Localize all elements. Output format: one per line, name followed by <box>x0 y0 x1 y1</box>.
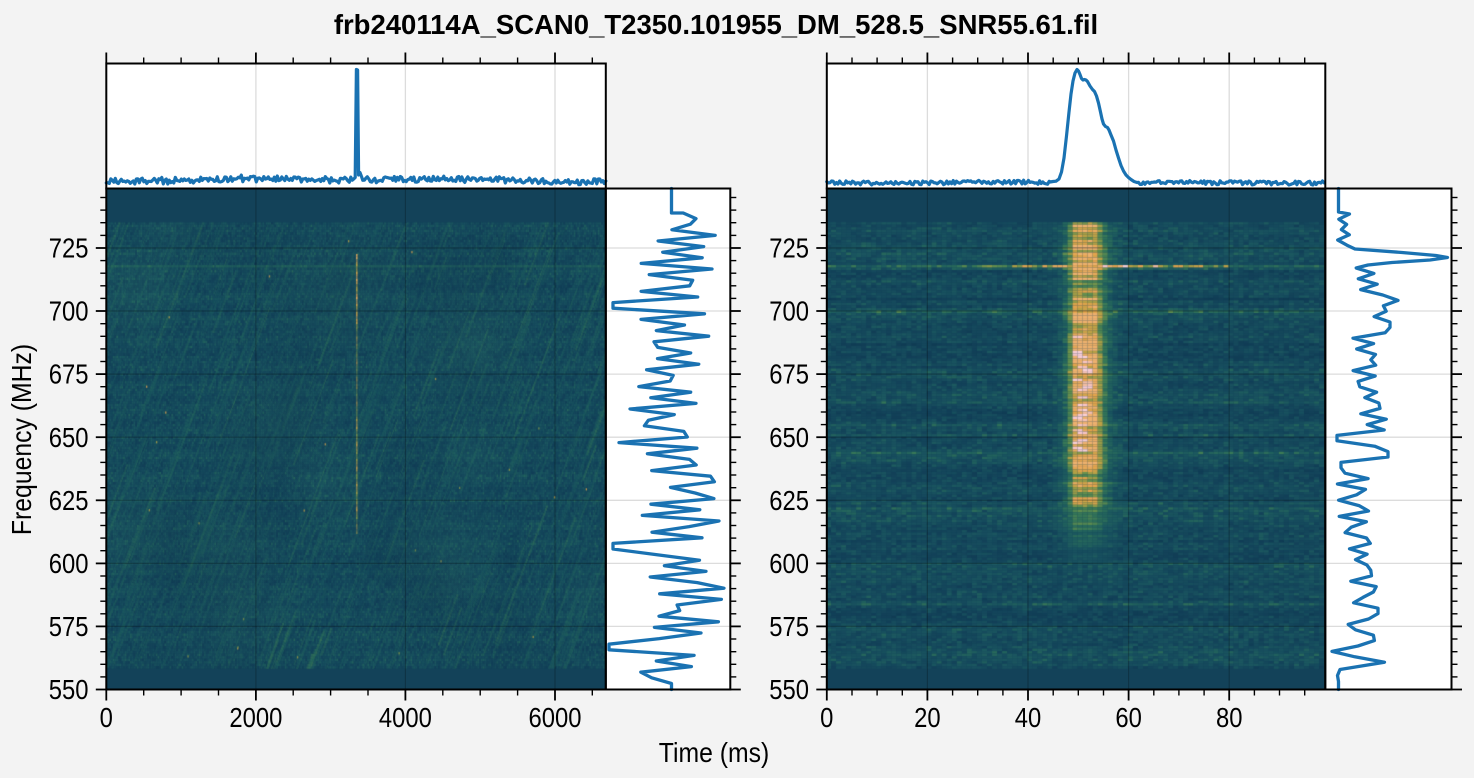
svg-text:550: 550 <box>769 676 809 706</box>
svg-text:frb240114A_SCAN0_T2350.101955_: frb240114A_SCAN0_T2350.101955_DM_528.5_S… <box>334 9 1098 40</box>
svg-text:0: 0 <box>100 703 113 733</box>
svg-text:Time (ms): Time (ms) <box>659 737 769 769</box>
svg-text:650: 650 <box>49 423 89 453</box>
svg-text:675: 675 <box>49 360 89 390</box>
svg-text:625: 625 <box>49 486 89 516</box>
svg-text:4000: 4000 <box>379 703 432 733</box>
svg-text:700: 700 <box>49 297 89 327</box>
svg-text:700: 700 <box>769 297 809 327</box>
svg-text:650: 650 <box>769 423 809 453</box>
svg-text:600: 600 <box>769 549 809 579</box>
svg-text:6000: 6000 <box>529 703 582 733</box>
svg-text:80: 80 <box>1216 703 1242 733</box>
svg-text:725: 725 <box>49 234 89 264</box>
svg-text:625: 625 <box>769 486 809 516</box>
svg-text:20: 20 <box>914 703 940 733</box>
svg-text:575: 575 <box>769 612 809 642</box>
svg-text:2000: 2000 <box>229 703 282 733</box>
svg-text:725: 725 <box>769 234 809 264</box>
svg-text:0: 0 <box>820 703 833 733</box>
svg-text:600: 600 <box>49 549 89 579</box>
svg-text:575: 575 <box>49 612 89 642</box>
svg-text:40: 40 <box>1015 703 1041 733</box>
svg-text:550: 550 <box>49 676 89 706</box>
svg-text:60: 60 <box>1115 703 1141 733</box>
svg-text:Frequency (MHz): Frequency (MHz) <box>6 344 38 535</box>
svg-text:675: 675 <box>769 360 809 390</box>
